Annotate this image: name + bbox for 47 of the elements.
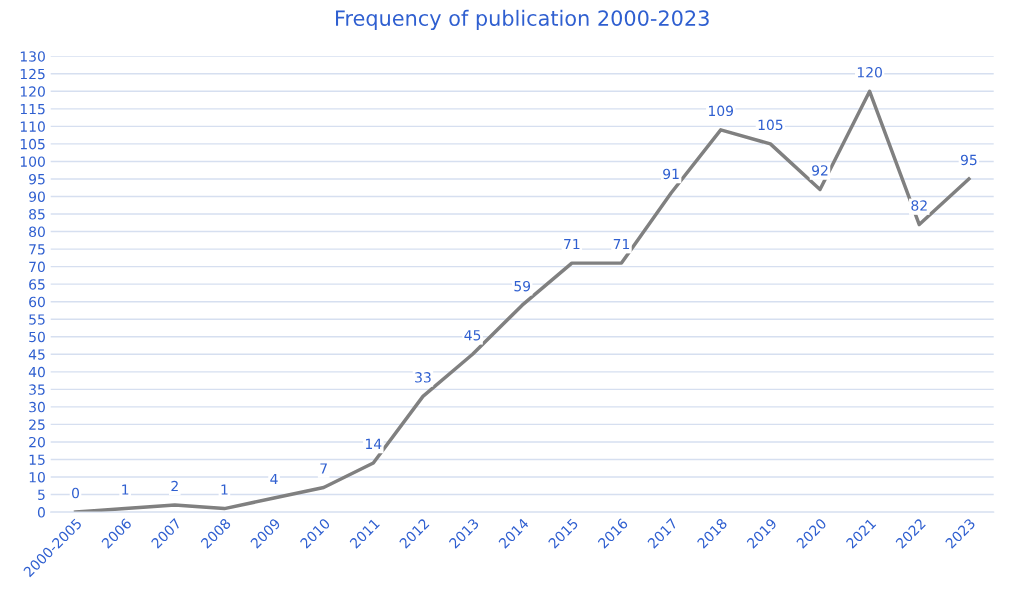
data-label: 91 xyxy=(663,168,679,180)
y-tick-label: 45 xyxy=(28,349,45,360)
data-label: 1 xyxy=(122,484,129,495)
y-tick-label: 110 xyxy=(20,121,45,132)
y-tick-label: 0 xyxy=(37,507,45,518)
y-tick-label: 35 xyxy=(29,384,45,395)
data-label: 0 xyxy=(72,487,80,499)
data-label: 2 xyxy=(171,480,178,492)
data-label: 14 xyxy=(366,438,382,449)
y-tick-label: 20 xyxy=(29,436,45,448)
y-tick-label: 85 xyxy=(29,209,45,220)
y-tick-label: 125 xyxy=(20,68,45,80)
y-tick-label: 10 xyxy=(29,471,45,483)
data-label: 95 xyxy=(960,154,977,166)
y-tick-label: 30 xyxy=(29,401,45,413)
y-tick-label: 65 xyxy=(29,279,45,290)
data-label: 105 xyxy=(758,119,783,131)
data-label: 59 xyxy=(514,280,531,292)
y-tick-label: 25 xyxy=(29,419,45,430)
y-tick-label: 70 xyxy=(29,261,45,273)
data-label: 33 xyxy=(415,372,431,383)
y-tick-label: 115 xyxy=(20,103,45,115)
y-tick-label: 100 xyxy=(20,156,45,167)
y-tick-label: 40 xyxy=(28,366,45,378)
y-tick-label: 90 xyxy=(29,191,45,202)
data-label: 4 xyxy=(270,473,278,485)
data-label: 109 xyxy=(709,105,734,117)
data-label: 45 xyxy=(464,330,481,341)
data-label: 71 xyxy=(613,239,630,250)
y-tick-label: 105 xyxy=(20,138,45,150)
y-tick-label: 50 xyxy=(29,331,45,343)
y-tick-label: 15 xyxy=(29,454,45,465)
y-tick-label: 80 xyxy=(29,226,45,238)
y-tick-label: 95 xyxy=(29,173,45,185)
y-tick-label: 130 xyxy=(20,51,45,62)
y-tick-label: 55 xyxy=(29,314,45,325)
y-tick-label: 120 xyxy=(20,86,45,97)
data-label: 1 xyxy=(221,484,228,495)
y-tick-label: 60 xyxy=(29,296,45,308)
y-tick-label: 75 xyxy=(29,244,45,255)
data-label: 92 xyxy=(812,165,828,176)
y-tick-label: 5 xyxy=(38,489,45,501)
chart-title: Frequency of publication 2000-2023 xyxy=(336,9,709,31)
data-label: 120 xyxy=(857,67,882,78)
data-label: 71 xyxy=(564,239,580,250)
data-label: 7 xyxy=(320,463,327,474)
data-label: 82 xyxy=(911,200,927,211)
